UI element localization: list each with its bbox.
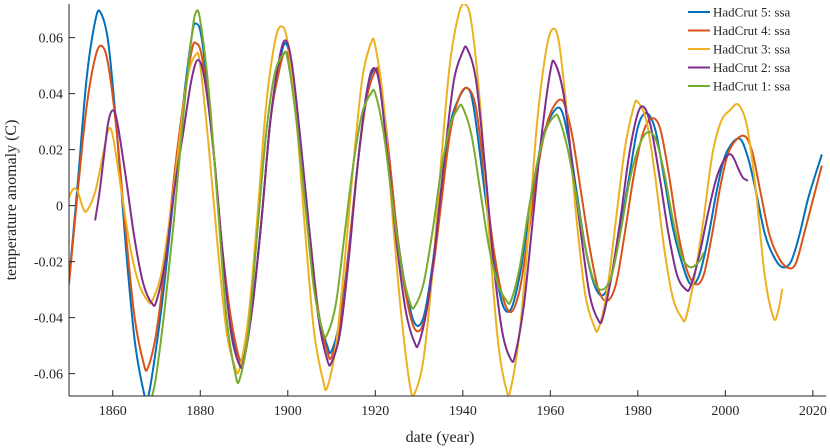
- legend-label: HadCrut 4: ssa: [713, 23, 791, 38]
- x-tick-label: 1920: [361, 404, 389, 419]
- y-tick-label: 0.04: [39, 88, 64, 103]
- x-tick-label: 1900: [274, 404, 302, 419]
- x-tick-label: 1960: [536, 404, 564, 419]
- x-tick-label: 2000: [711, 404, 739, 419]
- y-tick-label: -0.06: [34, 368, 63, 383]
- y-axis-label: temperature anomaly (C): [3, 120, 20, 281]
- y-tick-label: 0.02: [39, 144, 64, 159]
- y-tick-label: 0: [56, 200, 63, 215]
- y-tick-label: 0.06: [39, 32, 64, 47]
- y-ticks: -0.06 -0.04 -0.02 0 0.02 0.04 0.06: [34, 32, 75, 383]
- x-tick-label: 1980: [624, 404, 652, 419]
- legend-label: HadCrut 1: ssa: [713, 79, 791, 94]
- series-layer: [69, 4, 823, 396]
- series-line-4: [94, 39, 749, 370]
- y-tick-label: -0.02: [34, 256, 63, 271]
- x-axis-label: date (year): [406, 429, 475, 446]
- legend-label: HadCrut 3: ssa: [713, 42, 791, 57]
- x-tick-label: 1940: [449, 404, 477, 419]
- x-ticks: 1860 1880 1900 1920 1940 1960 1980 2000 2020: [99, 390, 827, 419]
- series-line-5: [151, 9, 705, 396]
- x-tick-label: 1860: [99, 404, 127, 419]
- x-tick-label: 2020: [799, 404, 827, 419]
- legend: HadCrut 5: ssa HadCrut 4: ssa HadCrut 3: s…: [688, 5, 791, 94]
- legend-label: HadCrut 2: ssa: [713, 60, 791, 75]
- series-line-3: [69, 4, 784, 396]
- x-tick-label: 1880: [186, 404, 214, 419]
- y-tick-label: -0.04: [34, 312, 63, 327]
- legend-label: HadCrut 5: ssa: [713, 5, 791, 20]
